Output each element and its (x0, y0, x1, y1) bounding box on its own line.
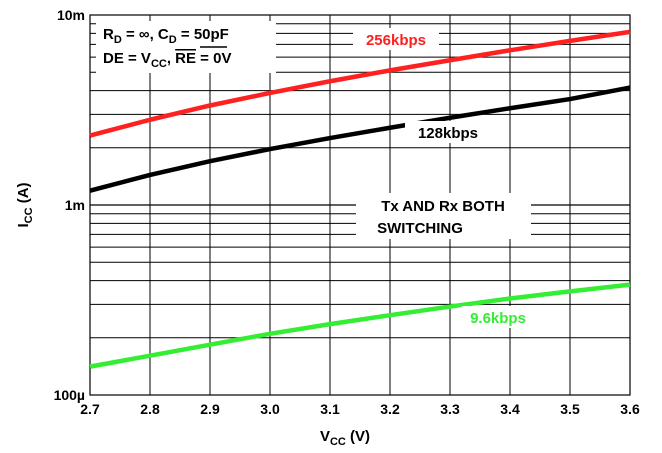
y-tick-label: 10m (57, 7, 85, 23)
y-tick-labels: 100µ 1m 10m (54, 7, 85, 403)
x-tick-label: 2.7 (80, 401, 100, 417)
conditions-box (96, 21, 276, 73)
note-line-1: Tx AND Rx BOTH (381, 198, 505, 215)
y-tick-label: 100µ (54, 387, 85, 403)
label-128-bg (405, 121, 491, 143)
label-256-bg (353, 28, 439, 50)
series-label-128kbps: 128kbps (418, 125, 478, 142)
series-label-256kbps: 256kbps (366, 32, 426, 49)
y-axis-title: ICC (A) (15, 182, 35, 227)
series-line-256kbps (89, 29, 631, 138)
x-tick-label: 2.9 (200, 401, 220, 417)
x-tick-label: 3.4 (500, 401, 520, 417)
x-tick-label: 3.3 (440, 401, 460, 417)
x-tick-label: 2.8 (140, 401, 160, 417)
series-lines (89, 29, 631, 369)
x-tick-labels: 2.7 2.8 2.9 3.0 3.1 3.2 3.3 3.4 3.5 3.6 (80, 401, 640, 417)
note-box (356, 193, 531, 239)
y-tick-label: 1m (65, 197, 85, 213)
series-line-128kbps (89, 85, 631, 193)
x-tick-label: 3.2 (380, 401, 400, 417)
series-line-9.6kbps (89, 282, 631, 369)
conditions-line-2: DE = VCC, RE = 0V (103, 50, 231, 70)
x-tick-label: 3.6 (620, 401, 640, 417)
label-96-bg (462, 306, 534, 328)
x-tick-label: 3.1 (320, 401, 340, 417)
x-axis-title: VCC (V) (320, 428, 370, 448)
series-label-9.6kbps: 9.6kbps (470, 310, 526, 327)
conditions-line-1: RD = ∞, CD = 50pF (103, 26, 229, 46)
plot-border (89, 14, 631, 396)
note-line-2: SWITCHING (377, 220, 463, 237)
x-tick-label: 3.0 (260, 401, 280, 417)
x-tick-label: 3.5 (560, 401, 580, 417)
